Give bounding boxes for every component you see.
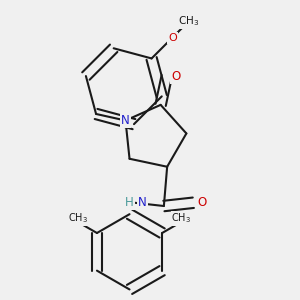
Text: O: O: [198, 196, 207, 209]
Text: CH$_3$: CH$_3$: [68, 212, 88, 225]
Text: O: O: [171, 70, 181, 83]
Text: H: H: [125, 196, 134, 209]
Text: N: N: [138, 196, 147, 209]
Text: O: O: [168, 33, 177, 43]
Text: N: N: [121, 114, 130, 127]
Text: CH$_3$: CH$_3$: [172, 212, 191, 225]
Text: CH$_3$: CH$_3$: [178, 14, 199, 28]
